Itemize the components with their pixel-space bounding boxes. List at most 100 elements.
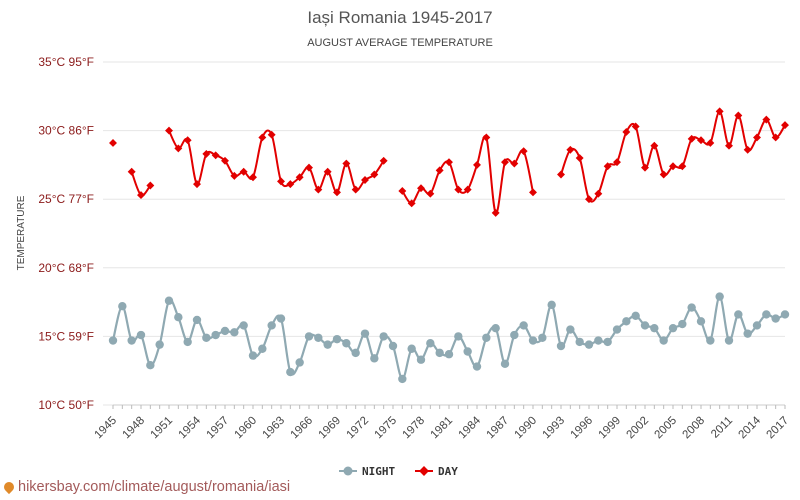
night-point[interactable] — [146, 361, 155, 370]
night-point[interactable] — [118, 302, 127, 311]
day-point[interactable] — [137, 191, 145, 200]
night-point[interactable] — [351, 348, 360, 358]
night-point[interactable] — [575, 337, 584, 347]
night-point[interactable] — [379, 332, 388, 341]
day-point[interactable] — [613, 158, 621, 167]
night-point[interactable] — [743, 329, 752, 338]
day-point[interactable] — [669, 162, 677, 171]
day-point[interactable] — [370, 170, 379, 179]
night-point[interactable] — [416, 355, 426, 364]
night-point[interactable] — [584, 340, 594, 349]
day-point[interactable] — [678, 162, 687, 171]
day-point[interactable] — [585, 195, 593, 204]
day-point[interactable] — [333, 188, 341, 197]
night-point[interactable] — [164, 296, 174, 305]
night-point[interactable] — [724, 336, 734, 345]
day-point[interactable] — [361, 176, 369, 184]
day-point[interactable] — [771, 133, 780, 142]
day-point[interactable] — [557, 170, 565, 179]
day-point[interactable] — [109, 138, 117, 147]
night-point[interactable] — [659, 336, 668, 345]
night-point[interactable] — [304, 332, 314, 341]
night-point[interactable] — [715, 292, 724, 301]
day-point[interactable] — [603, 162, 612, 171]
night-point[interactable] — [622, 317, 631, 326]
day-point[interactable] — [753, 133, 761, 142]
night-point[interactable] — [771, 314, 780, 323]
day-point[interactable] — [342, 159, 351, 168]
day-point[interactable] — [706, 138, 715, 147]
day-point[interactable] — [277, 177, 285, 186]
day-point[interactable] — [239, 167, 248, 176]
day-point[interactable] — [781, 121, 789, 130]
night-point[interactable] — [323, 340, 332, 349]
night-point[interactable] — [650, 323, 659, 333]
night-point[interactable] — [463, 347, 472, 356]
day-point[interactable] — [230, 171, 239, 180]
night-point[interactable] — [388, 341, 398, 351]
night-point[interactable] — [762, 310, 771, 319]
night-point[interactable] — [556, 341, 566, 351]
day-point[interactable] — [687, 134, 696, 143]
day-point[interactable] — [193, 180, 201, 189]
night-point[interactable] — [108, 336, 118, 345]
night-point[interactable] — [155, 340, 164, 349]
day-point[interactable] — [501, 158, 509, 167]
day-point[interactable] — [463, 185, 472, 194]
day-point[interactable] — [183, 136, 192, 145]
day-point[interactable] — [622, 128, 631, 136]
day-point[interactable] — [659, 170, 668, 179]
day-point[interactable] — [323, 167, 332, 176]
night-point[interactable] — [631, 311, 640, 321]
legend[interactable]: NIGHT DAY — [339, 465, 458, 478]
day-point[interactable] — [286, 180, 295, 189]
day-point[interactable] — [566, 145, 575, 154]
day-point[interactable] — [202, 149, 211, 158]
night-point[interactable] — [286, 367, 295, 377]
night-point[interactable] — [519, 321, 528, 330]
day-point[interactable] — [445, 158, 453, 167]
day-point[interactable] — [351, 185, 360, 194]
night-point[interactable] — [612, 325, 622, 334]
day-point[interactable] — [295, 173, 304, 182]
night-point[interactable] — [370, 354, 379, 363]
night-point[interactable] — [640, 321, 650, 330]
day-point[interactable] — [398, 187, 407, 195]
night-point[interactable] — [183, 337, 192, 347]
night-point[interactable] — [407, 344, 416, 353]
day-point[interactable] — [146, 181, 155, 190]
night-point[interactable] — [435, 348, 444, 358]
night-point[interactable] — [202, 333, 211, 342]
day-point[interactable] — [482, 133, 491, 142]
day-point[interactable] — [575, 154, 584, 162]
night-point[interactable] — [538, 333, 547, 342]
night-point[interactable] — [734, 310, 743, 319]
day-point[interactable] — [426, 189, 435, 198]
night-point[interactable] — [127, 336, 136, 345]
day-point[interactable] — [519, 147, 528, 156]
night-point[interactable] — [678, 319, 687, 329]
day-point[interactable] — [743, 145, 752, 154]
night-point[interactable] — [192, 315, 202, 325]
night-point[interactable] — [594, 336, 603, 345]
night-point[interactable] — [332, 334, 342, 344]
night-point[interactable] — [668, 323, 678, 333]
day-point[interactable] — [249, 173, 257, 182]
night-point[interactable] — [500, 359, 510, 369]
night-point[interactable] — [342, 339, 351, 348]
night-point[interactable] — [696, 317, 706, 326]
day-point[interactable] — [529, 188, 537, 197]
night-point[interactable] — [267, 321, 276, 330]
day-point[interactable] — [641, 163, 649, 172]
day-point[interactable] — [594, 189, 603, 198]
day-point[interactable] — [417, 184, 425, 193]
day-point[interactable] — [473, 160, 481, 169]
night-point[interactable] — [136, 330, 146, 340]
day-point[interactable] — [715, 107, 724, 116]
day-point[interactable] — [650, 141, 659, 150]
night-point[interactable] — [426, 339, 435, 348]
day-point[interactable] — [165, 126, 173, 135]
night-point[interactable] — [528, 336, 538, 345]
night-point[interactable] — [360, 329, 370, 338]
night-point[interactable] — [510, 330, 519, 340]
